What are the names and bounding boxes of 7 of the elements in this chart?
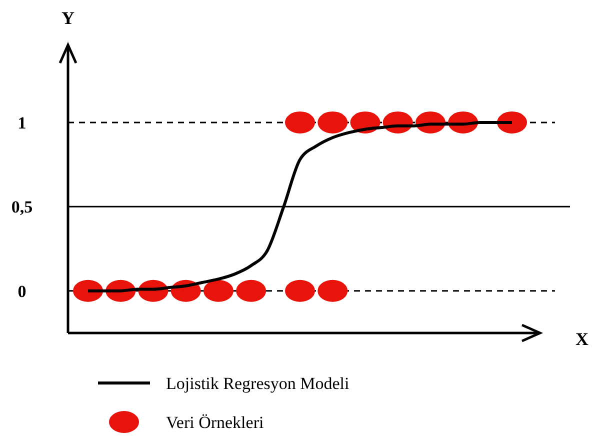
x-axis-title: X xyxy=(576,329,588,349)
y-tick-label: 1 xyxy=(18,113,26,132)
y-tick-label: 0,5 xyxy=(11,198,33,217)
y-tick-label: 0 xyxy=(18,282,26,301)
legend-label: Veri Örnekleri xyxy=(166,412,264,432)
legend-label: Lojistik Regresyon Modeli xyxy=(166,374,350,393)
y-axis-title: Y xyxy=(62,8,74,28)
